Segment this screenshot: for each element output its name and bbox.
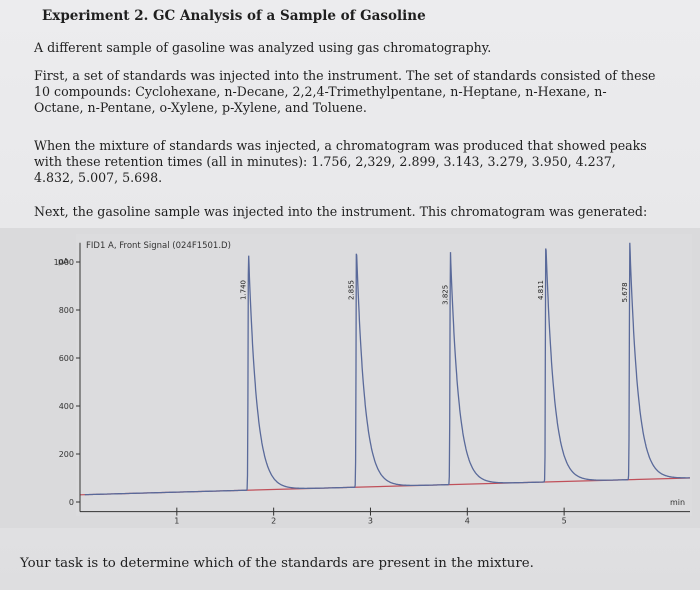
y-tick-label: 0 bbox=[69, 498, 74, 507]
retention-line-2: with these retention times (all in minut… bbox=[34, 154, 616, 169]
retention-line-1: When the mixture of standards was inject… bbox=[34, 138, 647, 153]
standards-line-1: First, a set of standards was injected i… bbox=[34, 68, 656, 83]
y-tick-label: 200 bbox=[59, 450, 74, 459]
x-tick-label: 5 bbox=[562, 517, 567, 526]
intro-paragraph: A different sample of gasoline was analy… bbox=[34, 40, 492, 55]
y-tick-label: 800 bbox=[59, 306, 74, 315]
task-statement: Your task is to determine which of the s… bbox=[20, 556, 534, 571]
y-tick-label: 600 bbox=[59, 354, 74, 363]
retention-times-paragraph: When the mixture of standards was inject… bbox=[34, 138, 674, 186]
signal-label: FID1 A, Front Signal (024F1501.D) bbox=[86, 241, 231, 251]
standards-line-3: Octane, n-Pentane, o-Xylene, p-Xylene, a… bbox=[34, 100, 367, 115]
experiment-title: Experiment 2. GC Analysis of a Sample of… bbox=[42, 8, 426, 24]
chromatogram-chart: FID1 A, Front Signal (024F1501.D) pA min… bbox=[54, 234, 692, 526]
chromatogram-panel: FID1 A, Front Signal (024F1501.D) pA min… bbox=[0, 228, 700, 528]
sample-paragraph: Next, the gasoline sample was injected i… bbox=[34, 204, 648, 219]
retention-line-3: 4.832, 5.007, 5.698. bbox=[34, 170, 163, 185]
peak-retention-label: 4.811 bbox=[537, 280, 545, 300]
x-axis-unit-label: min bbox=[670, 498, 685, 507]
plot-area bbox=[76, 234, 692, 516]
x-tick-label: 4 bbox=[465, 517, 470, 526]
signal-line bbox=[84, 242, 690, 496]
standards-paragraph: First, a set of standards was injected i… bbox=[34, 68, 674, 116]
peak-retention-label: 3.825 bbox=[441, 285, 449, 305]
y-tick-label: 1000 bbox=[54, 258, 74, 267]
y-tick-label: 400 bbox=[59, 402, 74, 411]
peak-retention-label: 1.740 bbox=[239, 280, 247, 300]
peak-retention-label: 5.678 bbox=[621, 282, 629, 302]
peak-retention-label: 2.855 bbox=[347, 280, 355, 300]
x-tick-label: 1 bbox=[174, 517, 179, 526]
x-tick-label: 2 bbox=[271, 517, 276, 526]
standards-line-2: 10 compounds: Cyclohexane, n-Decane, 2,2… bbox=[34, 84, 607, 99]
y-axis-unit-label: pA bbox=[58, 257, 69, 266]
x-tick-label: 3 bbox=[368, 517, 373, 526]
